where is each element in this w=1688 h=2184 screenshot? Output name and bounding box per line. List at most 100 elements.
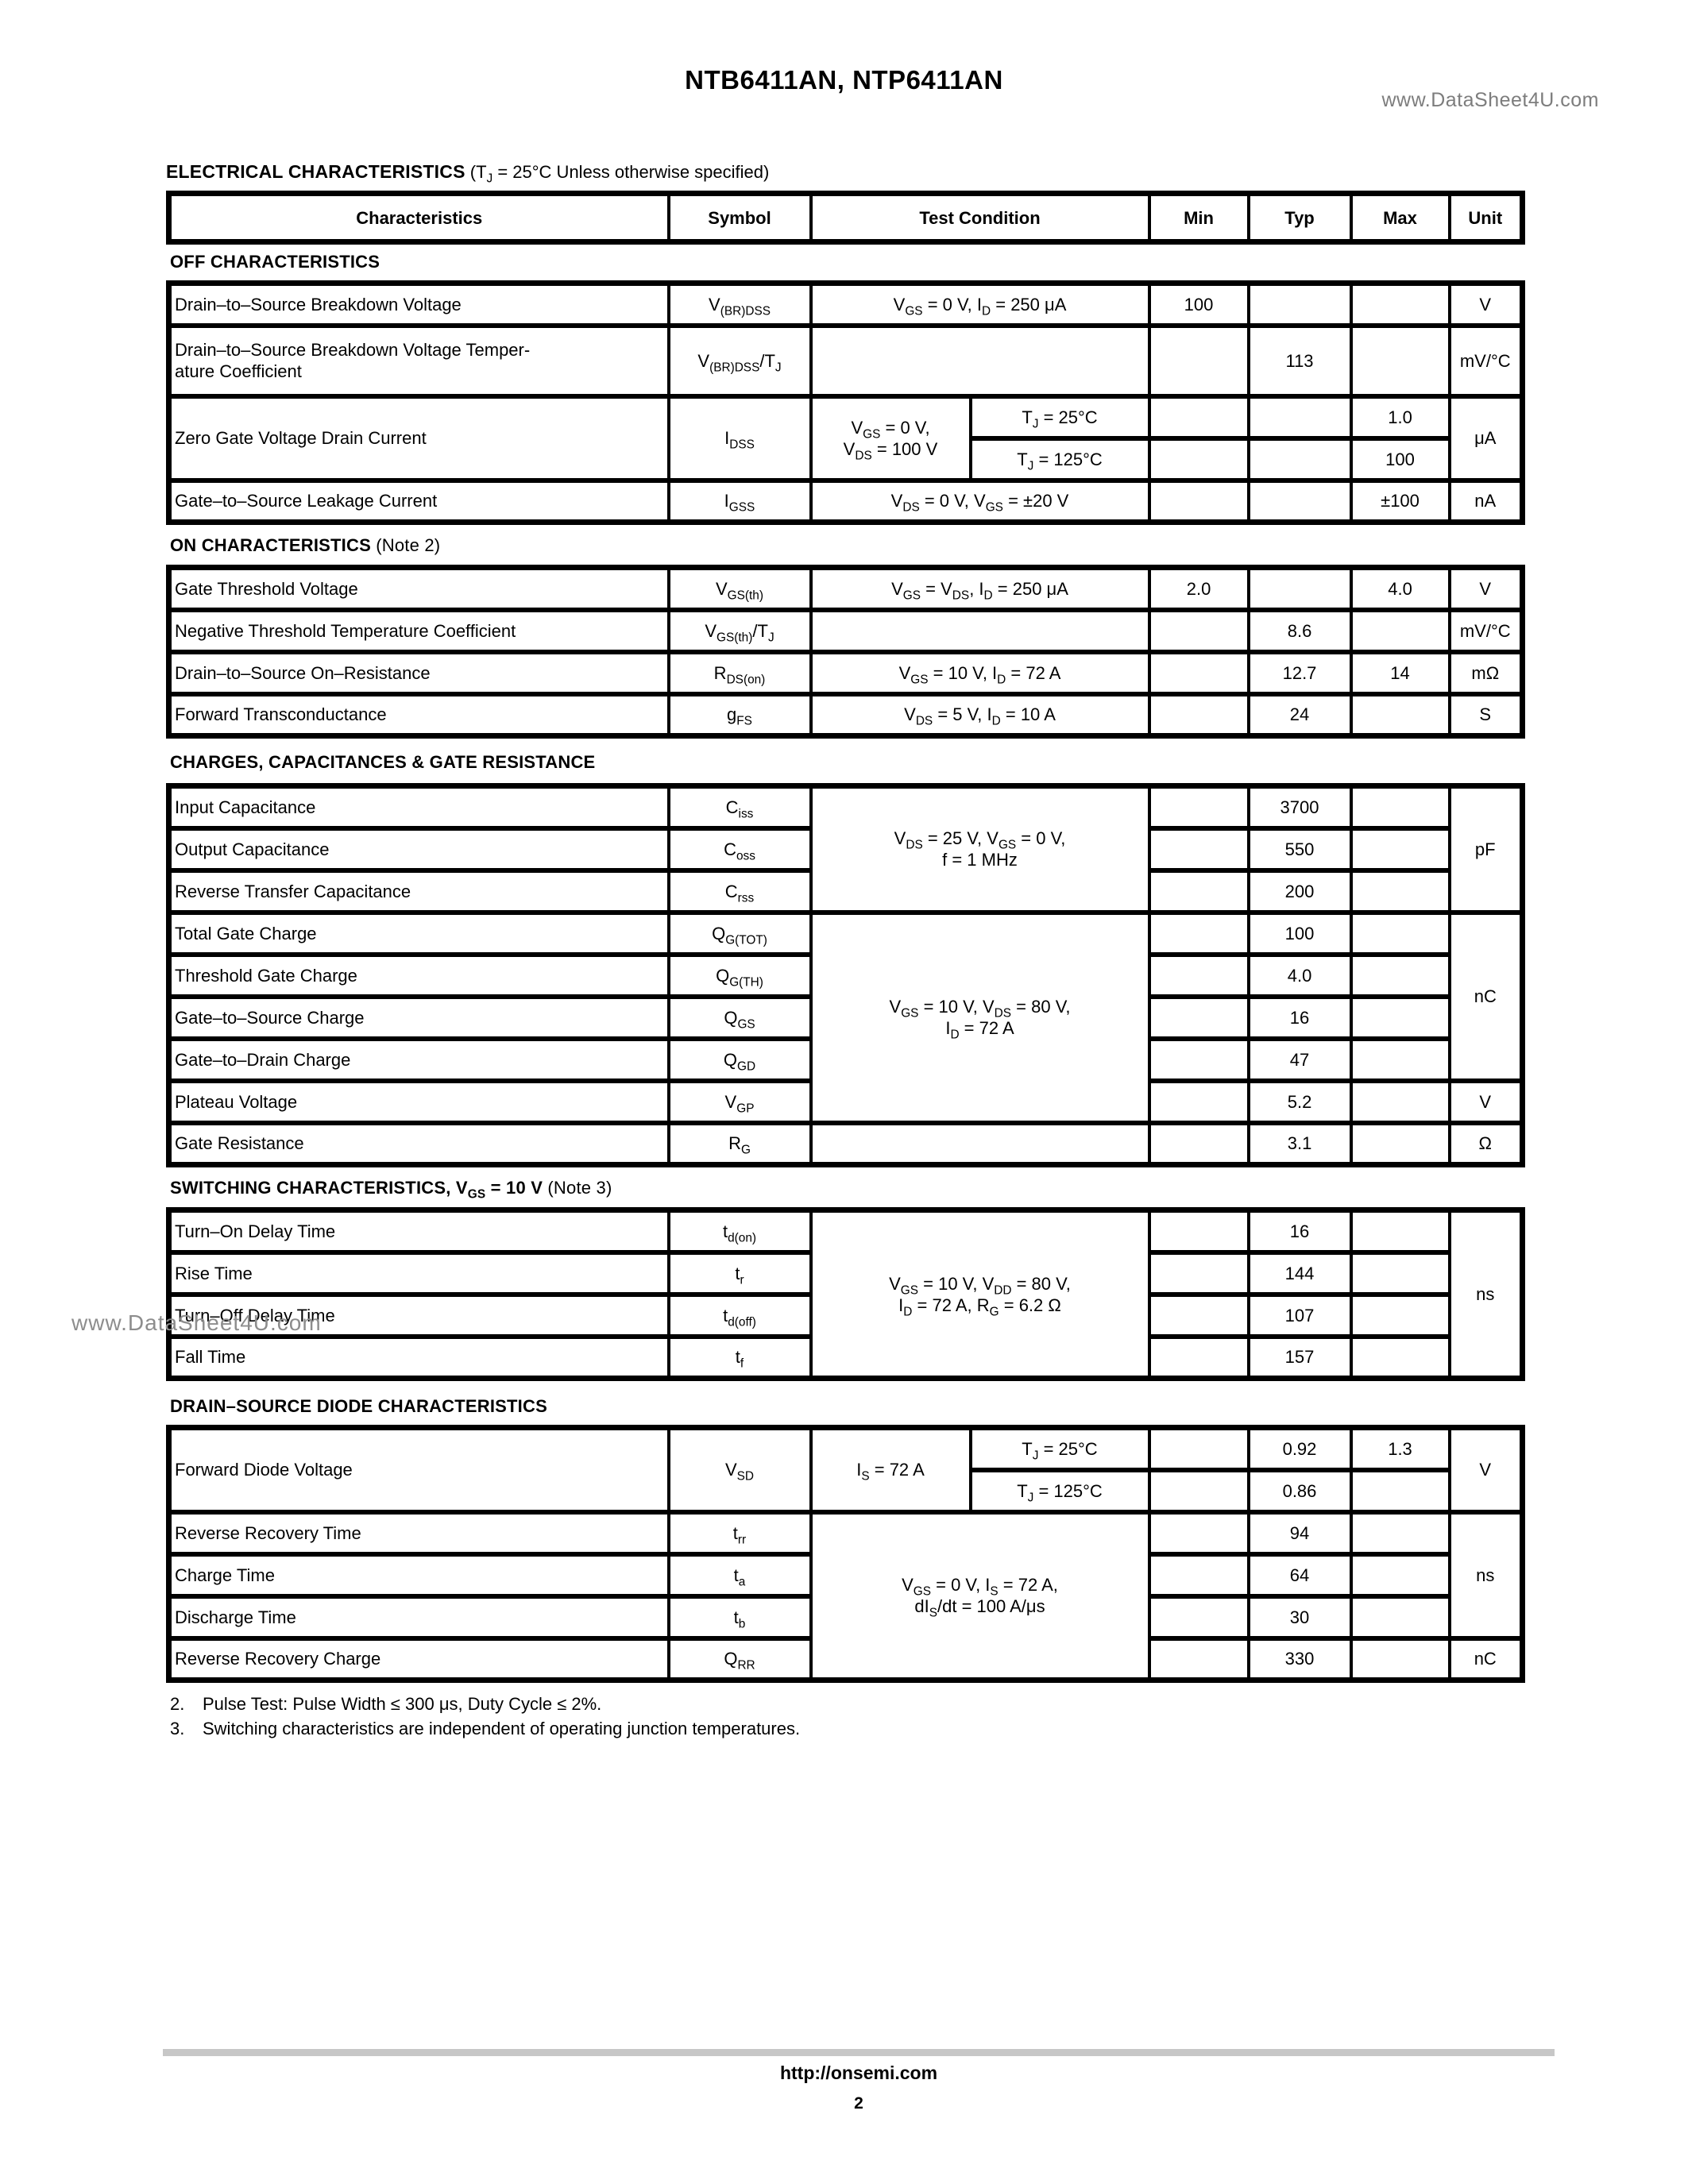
watermark-left: www.DataSheet4U.com	[71, 1310, 322, 1335]
cell-max	[1349, 322, 1451, 399]
cell-max	[1349, 1635, 1451, 1683]
cell-symbol: IDSS	[666, 393, 813, 483]
cell-typ	[1246, 477, 1353, 525]
cell-min	[1147, 1425, 1250, 1472]
table-row: Drain–to–Source Breakdown Voltage V(BR)D…	[167, 280, 1524, 328]
table-row: Gate–to–Drain Charge QGD 47	[167, 1036, 1523, 1083]
note-line: 2. Pulse Test: Pulse Width ≤ 300 μs, Dut…	[166, 1694, 1521, 1715]
cell-condition-right: TJ = 25°C	[968, 393, 1151, 441]
section-label-note: (Note 2)	[370, 535, 441, 555]
cell-max	[1349, 280, 1451, 328]
cell-symbol: Coss	[666, 825, 813, 873]
cell-condition: VDS = 25 V, VGS = 0 V, f = 1 MHz	[809, 783, 1151, 915]
cell-typ: 0.92	[1246, 1425, 1353, 1472]
switching-characteristics-table: Turn–On Delay Time td(on) VGS = 10 V, VD…	[166, 1207, 1525, 1381]
col-header-unit: Unit	[1447, 191, 1524, 245]
cell-unit: V	[1447, 1078, 1524, 1125]
table-row: Drain–to–Source Breakdown Voltage Temper…	[167, 322, 1524, 399]
section-label-text: OFF CHARACTERISTICS	[170, 252, 380, 272]
cell-characteristic: Input Capacitance	[167, 783, 670, 831]
col-header-characteristics: Characteristics	[167, 191, 670, 245]
cell-typ: 47	[1246, 1036, 1353, 1083]
cell-max: 14	[1349, 649, 1451, 696]
table-row: Turn–On Delay Time td(on) VGS = 10 V, VD…	[167, 1207, 1524, 1381]
cell-symbol: gFS	[666, 691, 813, 739]
cell-typ: 3.1	[1246, 1120, 1353, 1167]
cell-typ: 94	[1246, 1509, 1353, 1557]
cell-max	[1349, 1333, 1451, 1381]
cell-typ: 16	[1246, 994, 1353, 1041]
cell-condition: VDS = 5 V, ID = 10 A	[809, 691, 1151, 739]
cell-characteristic: Forward Transconductance	[167, 691, 670, 739]
cell-condition: VGS = 0 V, IS = 72 A, dIS/dt = 100 A/μs	[809, 1509, 1151, 1683]
cell-min	[1147, 1467, 1250, 1515]
cell-condition: VGS = 10 V, VDD = 80 V, ID = 72 A, RG = 6…	[809, 1207, 1151, 1381]
table-row: Rise Time tr 144	[167, 1249, 1523, 1297]
table-row: Negative Threshold Temperature Coefficie…	[167, 607, 1524, 654]
cell-max	[1349, 1249, 1451, 1297]
note-text: Pulse Test: Pulse Width ≤ 300 μs, Duty C…	[203, 1694, 602, 1714]
cell-symbol: VSD	[666, 1425, 813, 1515]
cell-characteristic: Gate–to–Source Charge	[167, 994, 670, 1041]
cell-max: 1.3	[1349, 1425, 1451, 1472]
cell-typ	[1246, 435, 1353, 483]
cell-min	[1147, 867, 1250, 915]
cell-unit: μA	[1447, 393, 1524, 483]
table-row: Fall Time tf 157	[167, 1333, 1523, 1381]
cell-characteristic: Forward Diode Voltage	[167, 1425, 670, 1515]
cell-symbol: tb	[666, 1593, 813, 1641]
cell-symbol: VGS(th)/TJ	[666, 607, 813, 654]
cell-typ: 157	[1246, 1333, 1353, 1381]
cell-unit: pF	[1447, 783, 1524, 915]
cell-symbol: V(BR)DSS	[666, 280, 813, 328]
cell-min	[1147, 994, 1250, 1041]
cell-min	[1147, 1551, 1250, 1599]
cell-max	[1349, 1120, 1451, 1167]
off-characteristics-table: Drain–to–Source Breakdown Voltage V(BR)D…	[166, 280, 1526, 525]
cell-symbol: tf	[666, 1333, 813, 1381]
cell-characteristic: Drain–to–Source Breakdown Voltage Temper…	[167, 322, 670, 399]
cell-typ: 200	[1246, 867, 1353, 915]
cell-unit: mV/°C	[1447, 322, 1524, 399]
footer-divider	[163, 2049, 1555, 2056]
cell-condition-right: TJ = 25°C	[968, 1425, 1151, 1472]
cell-min	[1147, 1207, 1250, 1255]
section-label-switching: SWITCHING CHARACTERISTICS, VGS = 10 V (N…	[166, 1178, 1521, 1201]
table-row: TJ = 125°C 0.86	[169, 1467, 1523, 1515]
cell-symbol: IGSS	[666, 477, 813, 525]
cell-symbol: trr	[666, 1509, 813, 1557]
cell-max	[1349, 1593, 1451, 1641]
cell-symbol: RG	[666, 1120, 813, 1167]
cell-typ	[1246, 565, 1353, 612]
on-characteristics-table: Gate Threshold Voltage VGS(th) VGS = VDS…	[166, 565, 1526, 739]
cell-condition: VDS = 0 V, VGS = ±20 V	[809, 477, 1151, 525]
cell-unit: nC	[1447, 1635, 1524, 1683]
cell-max	[1349, 607, 1451, 654]
table-row: Reverse Recovery Charge QRR 330 nC	[167, 1635, 1524, 1683]
col-header-typ: Typ	[1246, 191, 1353, 245]
section-label-charges: CHARGES, CAPACITANCES & GATE RESISTANCE	[166, 752, 1521, 773]
cell-symbol: td(off)	[666, 1291, 813, 1339]
cell-unit: Ω	[1447, 1120, 1524, 1167]
cell-characteristic: Drain–to–Source On–Resistance	[167, 649, 670, 696]
table-row: TJ = 125°C 100	[169, 435, 1523, 483]
table-row: Turn–Off Delay Time td(off) 107	[167, 1291, 1523, 1339]
table-row: Reverse Recovery Time trr VGS = 0 V, IS …	[167, 1509, 1524, 1683]
cell-max	[1349, 1509, 1451, 1557]
table-row: Output Capacitance Coss 550	[167, 825, 1523, 873]
cell-min: 100	[1147, 280, 1250, 328]
cell-max	[1349, 1207, 1451, 1255]
cell-typ: 3700	[1246, 783, 1353, 831]
cell-symbol: Ciss	[666, 783, 813, 831]
cell-unit: mV/°C	[1447, 607, 1524, 654]
content-area: ELECTRICAL CHARACTERISTICS (TJ = 25°C Un…	[166, 0, 1526, 1739]
section-label-note: (Note 3)	[543, 1178, 612, 1198]
cell-characteristic: Turn–Off Delay Time	[167, 1291, 670, 1339]
cell-condition: VGS = 10 V, ID = 72 A	[809, 649, 1151, 696]
cell-unit: V	[1447, 1425, 1524, 1515]
cell-min	[1147, 1509, 1250, 1557]
cell-characteristic: Drain–to–Source Breakdown Voltage	[167, 280, 670, 328]
cell-symbol: Crss	[666, 867, 813, 915]
cell-unit: ns	[1447, 1509, 1524, 1641]
col-header-symbol: Symbol	[666, 191, 813, 245]
